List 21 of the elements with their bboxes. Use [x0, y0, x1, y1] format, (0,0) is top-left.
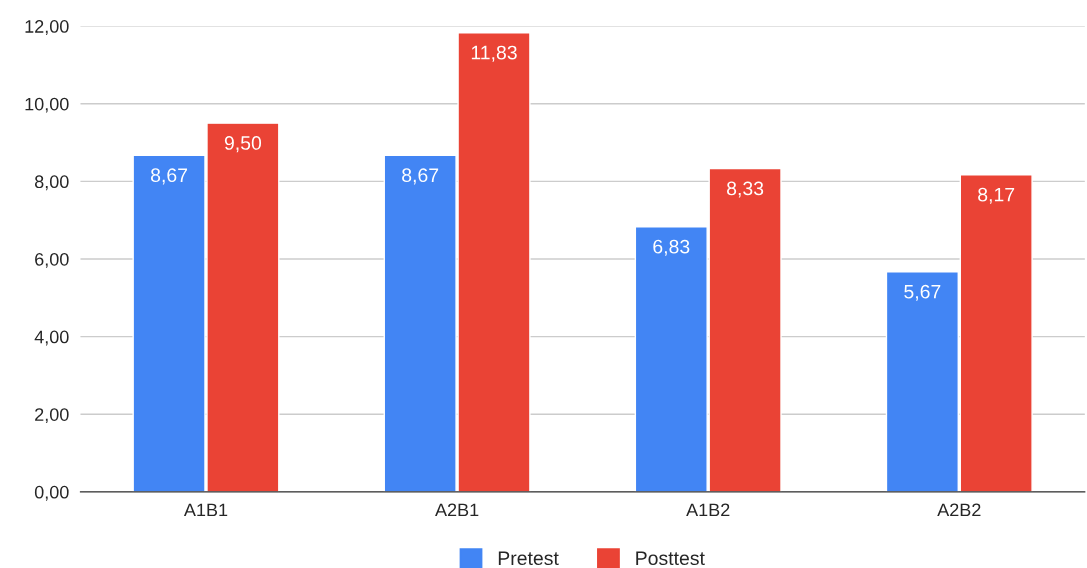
y-tick-label: 10,00	[25, 97, 69, 113]
y-tick-label: 6,00	[35, 252, 69, 268]
data-label: 8,33	[727, 181, 764, 198]
y-tick-label: 12,00	[25, 20, 69, 35]
x-tick-label: A1B1	[183, 503, 228, 517]
data-label: 8,67	[402, 168, 439, 185]
x-tick-label: A2B2	[937, 503, 981, 517]
data-label: 9,50	[224, 136, 262, 153]
data-label: 5,67	[904, 284, 941, 301]
y-tick-label: 2,00	[35, 408, 69, 424]
data-label: 8,67	[151, 168, 188, 185]
y-tick-label: 0,00	[34, 485, 69, 501]
data-label: 11,83	[471, 45, 517, 62]
y-tick-label: 8,00	[34, 175, 69, 191]
legend-label: Posttest	[636, 551, 705, 566]
y-tick-label: 4,00	[34, 330, 69, 346]
x-tick-label: A2B1	[435, 503, 479, 517]
data-label: 8,17	[978, 187, 1015, 204]
legend-label: Pretest	[498, 551, 559, 566]
data-label: 6,83	[653, 239, 690, 256]
x-tick-label: A1B2	[686, 503, 730, 517]
